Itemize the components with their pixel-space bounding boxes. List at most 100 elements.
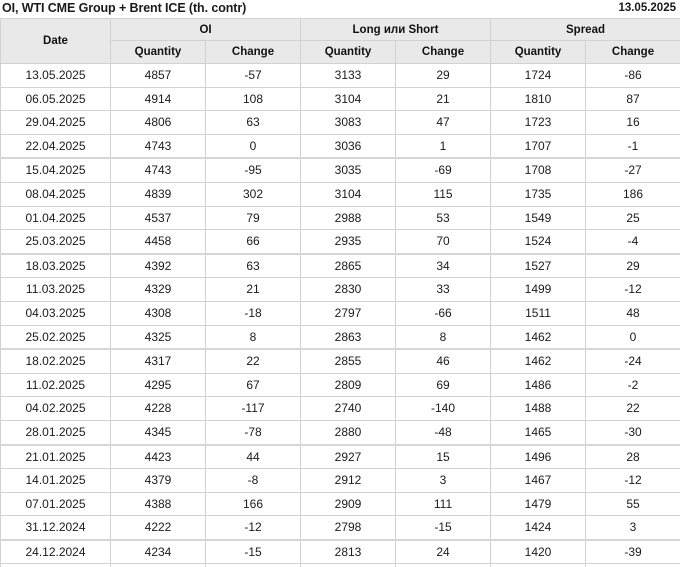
table-row[interactable]: 29.04.2025 4806 63 3083 47 1723 16 [0, 110, 680, 135]
cell-date: 25.02.2025 [0, 324, 111, 350]
cell-longshort-change: 70 [395, 229, 492, 255]
cell-oi-change: -78 [204, 419, 302, 446]
cell-oi-change: -117 [204, 396, 302, 421]
cell-spread-change: 28 [585, 443, 680, 470]
table-row[interactable]: 25.03.2025 4458 66 2935 70 1524 -4 [0, 229, 680, 255]
table-row[interactable]: 08.04.2025 4839 302 3104 115 1735 186 [0, 181, 680, 207]
table-row[interactable]: 18.03.2025 4392 63 2865 34 1527 29 [0, 252, 680, 279]
table-row[interactable]: 07.01.2025 4388 166 2909 111 1479 55 [0, 491, 680, 517]
table-row[interactable]: 04.02.2025 4228 -117 2740 -140 1488 22 [0, 396, 680, 421]
cell-oi-quantity: 4325 [110, 324, 206, 350]
cell-date: 28.01.2025 [0, 419, 111, 446]
table-row[interactable]: 24.12.2024 4234 -15 2813 24 1420 -39 [0, 538, 680, 565]
cell-date: 13.05.2025 [0, 63, 111, 88]
table-row[interactable]: 14.01.2025 4379 -8 2912 3 1467 -12 [0, 468, 680, 493]
cell-oi-quantity: 4857 [110, 63, 206, 88]
header-group-row: Date OI Long или Short Spread [0, 18, 680, 64]
table-row[interactable]: 18.02.2025 4317 22 2855 46 1462 -24 [0, 348, 680, 374]
cell-oi-quantity: 4379 [110, 468, 206, 493]
table-row[interactable]: 11.02.2025 4295 67 2809 69 1486 -2 [0, 372, 680, 398]
cell-date: 21.01.2025 [0, 443, 111, 470]
table-row[interactable]: 13.05.2025 4857 -57 3133 29 1724 -86 [0, 63, 680, 88]
cell-spread-quantity: 1511 [490, 300, 587, 326]
table-row[interactable]: 22.04.2025 4743 0 3036 1 1707 -1 [0, 133, 680, 159]
table-row[interactable]: 01.04.2025 4537 79 2988 53 1549 25 [0, 205, 680, 231]
table-row[interactable]: 21.01.2025 4423 44 2927 15 1496 28 [0, 443, 680, 470]
table-row[interactable]: 11.03.2025 4329 21 2830 33 1499 -12 [0, 277, 680, 302]
cell-oi-quantity: 4423 [110, 443, 206, 470]
column-header-longshort-quantity[interactable]: Quantity [300, 40, 397, 64]
cell-longshort-quantity: 2865 [300, 252, 397, 279]
cell-longshort-change: 33 [395, 277, 492, 302]
cell-oi-change: 66 [204, 229, 302, 255]
cell-spread-quantity: 1467 [490, 468, 587, 493]
table-row[interactable]: 25.02.2025 4325 8 2863 8 1462 0 [0, 324, 680, 350]
cell-spread-change: 16 [585, 110, 680, 135]
cell-oi-quantity: 4839 [110, 181, 206, 207]
cell-longshort-change: 24 [395, 538, 492, 565]
cell-spread-change: -2 [585, 372, 680, 398]
cell-oi-quantity: 4295 [110, 372, 206, 398]
cell-longshort-change: -69 [395, 157, 492, 183]
cell-oi-quantity: 4329 [110, 277, 206, 302]
cell-spread-change: -12 [585, 277, 680, 302]
cell-spread-quantity: 1724 [490, 63, 587, 88]
column-header-oi-quantity[interactable]: Quantity [110, 40, 206, 64]
cell-spread-quantity: 1499 [490, 277, 587, 302]
column-header-spread-change[interactable]: Change [585, 40, 680, 64]
cell-spread-change: -39 [585, 538, 680, 565]
table-body: 13.05.2025 4857 -57 3133 29 1724 -86 06.05.2025… [0, 63, 680, 567]
cell-oi-change: -15 [204, 538, 302, 565]
cell-longshort-quantity: 2880 [300, 419, 397, 446]
table-row[interactable]: 28.01.2025 4345 -78 2880 -48 1465 -30 [0, 419, 680, 446]
cell-spread-quantity: 1496 [490, 443, 587, 470]
cell-spread-change: -12 [585, 468, 680, 493]
column-header-spread-quantity[interactable]: Quantity [490, 40, 587, 64]
cell-longshort-change: 29 [395, 63, 492, 88]
cell-date: 07.01.2025 [0, 491, 111, 517]
table-row[interactable]: 31.12.2024 4222 -12 2798 -15 1424 3 [0, 515, 680, 541]
column-header-date[interactable]: Date [0, 18, 111, 64]
cell-oi-quantity: 4392 [110, 252, 206, 279]
column-header-longshort-change[interactable]: Change [395, 40, 492, 64]
cell-longshort-change: 53 [395, 205, 492, 231]
cell-longshort-change: 47 [395, 110, 492, 135]
cell-spread-quantity: 1810 [490, 86, 587, 112]
cell-spread-quantity: 1527 [490, 252, 587, 279]
cell-oi-quantity: 4914 [110, 86, 206, 112]
cell-longshort-change: 3 [395, 468, 492, 493]
cell-spread-change: -30 [585, 419, 680, 446]
cell-oi-change: -18 [204, 300, 302, 326]
cell-oi-quantity: 4743 [110, 157, 206, 183]
cell-date: 18.02.2025 [0, 348, 111, 374]
cell-oi-change: 166 [204, 491, 302, 517]
cell-oi-change: 79 [204, 205, 302, 231]
cell-oi-change: 302 [204, 181, 302, 207]
table-row[interactable]: 06.05.2025 4914 108 3104 21 1810 87 [0, 86, 680, 112]
cell-oi-quantity: 4458 [110, 229, 206, 255]
table-row[interactable]: 17.12.20244249772789991459-22 [0, 563, 680, 567]
cell-oi-change: 63 [204, 110, 302, 135]
cell-date: 29.04.2025 [0, 110, 111, 135]
cell-longshort-change: 8 [395, 324, 492, 350]
table-row[interactable]: 04.03.2025 4308 -18 2797 -66 1511 48 [0, 300, 680, 326]
cell-date: 24.12.2024 [0, 538, 111, 565]
oi-data-table: Date OI Long или Short Spread Quantity C… [0, 18, 680, 567]
cell-date: 11.02.2025 [0, 372, 111, 398]
cell-longshort-quantity: 3083 [300, 110, 397, 135]
cell-longshort-quantity: 2798 [300, 515, 397, 541]
cell-longshort-quantity: 2863 [300, 324, 397, 350]
cell-spread-change: -24 [585, 348, 680, 374]
cell-oi-quantity: 4388 [110, 491, 206, 517]
cell-date: 14.01.2025 [0, 468, 111, 493]
cell-spread-change: 22 [585, 396, 680, 421]
cell-spread-quantity: 1486 [490, 372, 587, 398]
table-row[interactable]: 15.04.2025 4743 -95 3035 -69 1708 -27 [0, 157, 680, 183]
cell-date: 06.05.2025 [0, 86, 111, 112]
column-header-oi-change[interactable]: Change [204, 40, 302, 64]
cell-spread-change: 3 [585, 515, 680, 541]
caption-row: OI, WTI CME Group + Brent ICE (th. contr… [0, 0, 680, 18]
cell-date: 18.03.2025 [0, 252, 111, 279]
cell-spread-change: -1 [585, 133, 680, 159]
